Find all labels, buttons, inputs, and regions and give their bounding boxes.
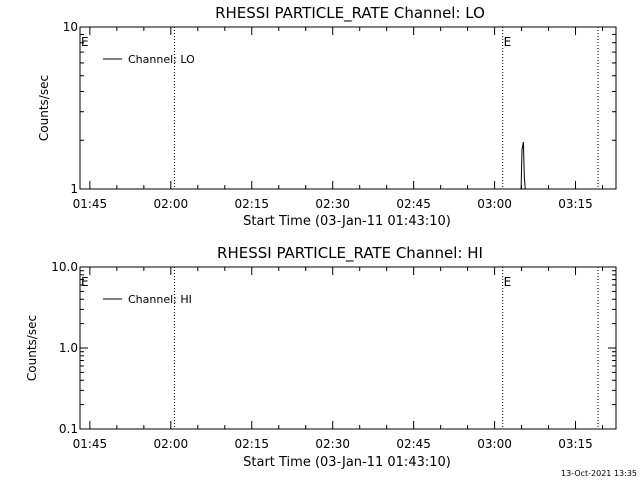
vertical-lines — [173, 267, 599, 429]
x-tick-label: 01:45 — [73, 437, 108, 451]
x-tick-label: 02:15 — [234, 437, 269, 451]
x-axis-ticks: 01:45 02:00 02:15 02:30 02:45 03:00 03:15 — [73, 27, 604, 211]
hi-channel-panel: RHESSI PARTICLE_RATE Channel: HI 01:45 02… — [25, 244, 617, 470]
x-tick-label: 02:00 — [154, 437, 189, 451]
x-tick-label: 03:00 — [477, 437, 512, 451]
legend: Channel: HI — [103, 293, 192, 306]
y-axis-label: Counts/sec — [37, 75, 51, 141]
legend-entry: Channel: HI — [128, 293, 192, 306]
chart-title: RHESSI PARTICLE_RATE Channel: LO — [215, 4, 485, 23]
legend: Channel: LO — [103, 53, 195, 66]
legend-entry: Channel: LO — [128, 53, 195, 66]
x-tick-label: 03:15 — [558, 437, 593, 451]
y-tick-label: 0.1 — [59, 422, 78, 436]
plot-frame — [79, 266, 617, 430]
event-marker-label: E — [504, 35, 512, 49]
x-tick-label: 02:45 — [396, 437, 431, 451]
x-tick-label: 03:15 — [558, 197, 593, 211]
x-tick-label: 02:30 — [315, 437, 350, 451]
x-axis-label: Start Time (03-Jan-11 01:43:10) — [243, 214, 451, 229]
x-tick-label: 02:30 — [315, 197, 350, 211]
lo-channel-panel: RHESSI PARTICLE_RATE Channel: LO 01:45 02… — [37, 4, 617, 229]
x-tick-label: 02:45 — [396, 197, 431, 211]
x-tick-label: 02:15 — [234, 197, 269, 211]
x-tick-label: 03:00 — [477, 197, 512, 211]
x-tick-label: 02:00 — [154, 197, 189, 211]
y-tick-label: 1 — [70, 182, 78, 196]
data-series — [520, 141, 526, 190]
x-tick-label: 01:45 — [73, 197, 108, 211]
event-marker-label: E — [81, 275, 89, 289]
x-axis-label: Start Time (03-Jan-11 01:43:10) — [243, 455, 451, 470]
event-marker-label: E — [504, 275, 512, 289]
y-tick-label: 1.0 — [59, 341, 78, 355]
x-axis-ticks: 01:45 02:00 02:15 02:30 02:45 03:00 03:15 — [73, 267, 604, 451]
series-line — [520, 141, 526, 190]
y-tick-label: 10 — [63, 20, 78, 34]
y-axis-label: Counts/sec — [25, 315, 39, 381]
vertical-lines — [173, 27, 599, 189]
chart-title: RHESSI PARTICLE_RATE Channel: HI — [217, 244, 483, 263]
event-marker-label: E — [81, 35, 89, 49]
y-axis-ticks: 0.1 1.0 10.0 — [51, 260, 616, 436]
plot-frame — [79, 26, 617, 190]
y-tick-label: 10.0 — [51, 260, 78, 274]
timestamp: 13-Oct-2021 13:35 — [561, 469, 637, 478]
y-axis-ticks: 1 10 — [63, 20, 616, 196]
